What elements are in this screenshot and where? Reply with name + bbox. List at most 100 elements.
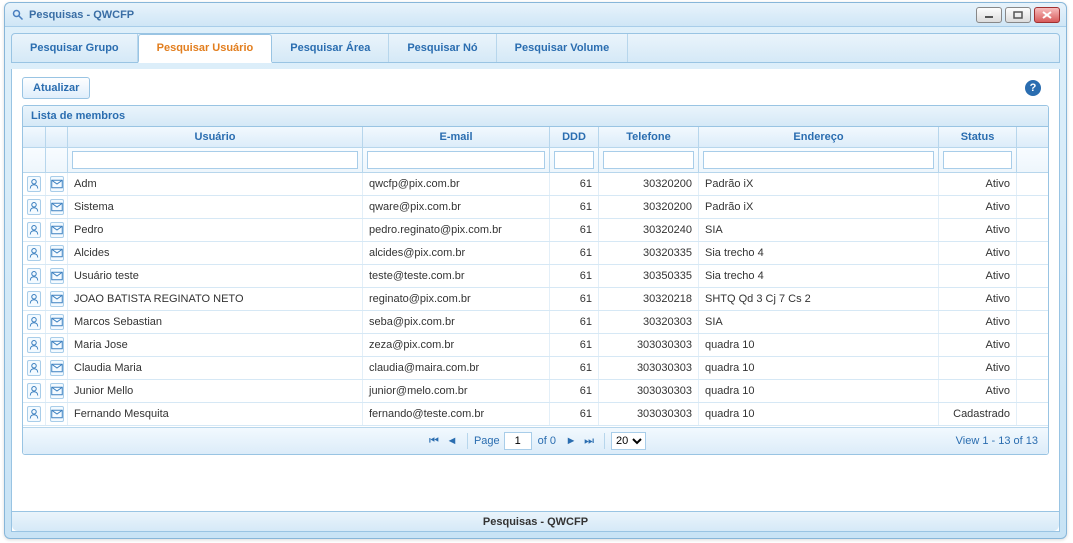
- pager-page-input[interactable]: [504, 432, 532, 450]
- table-row[interactable]: Sistemaqware@pix.com.br6130320200Padrão …: [23, 196, 1048, 219]
- mail-icon[interactable]: [50, 314, 64, 330]
- tab-volume[interactable]: Pesquisar Volume: [497, 34, 629, 62]
- cell-telefone: 30320218: [599, 288, 699, 310]
- cell-endereco: SIA: [699, 311, 939, 333]
- col-email[interactable]: E-mail: [363, 127, 550, 147]
- user-icon[interactable]: [27, 291, 41, 307]
- cell-email: claudia@maira.com.br: [363, 357, 550, 379]
- tab-usuario[interactable]: Pesquisar Usuário: [138, 34, 273, 63]
- user-icon[interactable]: [27, 176, 41, 192]
- cell-usuario: Maria Jose: [68, 334, 363, 356]
- maximize-button[interactable]: [1005, 7, 1031, 23]
- col-usuario[interactable]: Usuário: [68, 127, 363, 147]
- close-button[interactable]: [1034, 7, 1060, 23]
- cell-ddd: 61: [550, 173, 599, 195]
- table-row[interactable]: Fernando Mesquitafernando@teste.com.br61…: [23, 403, 1048, 426]
- statusbar-label: Pesquisas - QWCFP: [483, 516, 588, 528]
- app-window: Pesquisas - QWCFP Pesquisar Grupo Pesqui…: [4, 2, 1067, 539]
- cell-usuario: Fernando Mesquita: [68, 403, 363, 425]
- pager-next[interactable]: ►: [562, 432, 580, 450]
- cell-ddd: 61: [550, 380, 599, 402]
- tab-grupo[interactable]: Pesquisar Grupo: [12, 34, 138, 62]
- user-icon[interactable]: [27, 406, 41, 422]
- cell-telefone: 30320335: [599, 242, 699, 264]
- filter-blank1: [23, 148, 46, 172]
- pager-pagesize[interactable]: 20: [611, 432, 646, 450]
- window-title: Pesquisas - QWCFP: [29, 9, 976, 21]
- mail-icon[interactable]: [50, 383, 64, 399]
- cell-status: Ativo: [939, 173, 1017, 195]
- help-button[interactable]: ?: [1025, 80, 1041, 96]
- mail-icon[interactable]: [50, 268, 64, 284]
- mail-icon[interactable]: [50, 199, 64, 215]
- table-row[interactable]: Admqwcfp@pix.com.br6130320200Padrão iXAt…: [23, 173, 1048, 196]
- cell-ddd: 61: [550, 311, 599, 333]
- cell-email: qware@pix.com.br: [363, 196, 550, 218]
- col-action1: [23, 127, 46, 147]
- col-ddd[interactable]: DDD: [550, 127, 599, 147]
- table-row[interactable]: JOAO BATISTA REGINATO NETOreginato@pix.c…: [23, 288, 1048, 311]
- table-row[interactable]: Usuário testeteste@teste.com.br613035033…: [23, 265, 1048, 288]
- pager-page-label: Page: [474, 435, 500, 447]
- table-row[interactable]: Maria Josezeza@pix.com.br61303030303quad…: [23, 334, 1048, 357]
- grid: Lista de membros Usuário E-mail DDD Tele…: [22, 105, 1049, 455]
- filter-status[interactable]: [943, 151, 1012, 169]
- pager: ⏮ ◄ Page of 0 ► ⏭ 20 View 1 - 13 of 13: [23, 427, 1048, 454]
- mail-icon[interactable]: [50, 176, 64, 192]
- cell-usuario: Alcides: [68, 242, 363, 264]
- tab-panel: Atualizar ? Lista de membros Usuário E-m…: [11, 69, 1060, 532]
- filter-usuario[interactable]: [72, 151, 358, 169]
- cell-status: Ativo: [939, 196, 1017, 218]
- col-endereco[interactable]: Endereço: [699, 127, 939, 147]
- cell-ddd: 61: [550, 334, 599, 356]
- cell-email: junior@melo.com.br: [363, 380, 550, 402]
- mail-icon[interactable]: [50, 222, 64, 238]
- pager-first[interactable]: ⏮: [425, 432, 443, 450]
- tabstrip: Pesquisar Grupo Pesquisar Usuário Pesqui…: [11, 33, 1060, 63]
- tab-area[interactable]: Pesquisar Área: [272, 34, 389, 62]
- pager-of-label: of 0: [538, 435, 556, 447]
- user-icon[interactable]: [27, 337, 41, 353]
- cell-status: Ativo: [939, 219, 1017, 241]
- cell-status: Ativo: [939, 242, 1017, 264]
- mail-icon[interactable]: [50, 337, 64, 353]
- cell-usuario: Usuário teste: [68, 265, 363, 287]
- tab-no[interactable]: Pesquisar Nó: [389, 34, 496, 62]
- pager-view-label: View 1 - 13 of 13: [956, 435, 1038, 447]
- cell-email: teste@teste.com.br: [363, 265, 550, 287]
- grid-body[interactable]: Admqwcfp@pix.com.br6130320200Padrão iXAt…: [23, 173, 1048, 427]
- user-icon[interactable]: [27, 199, 41, 215]
- filter-endereco[interactable]: [703, 151, 934, 169]
- table-row[interactable]: Pedropedro.reginato@pix.com.br6130320240…: [23, 219, 1048, 242]
- user-icon[interactable]: [27, 268, 41, 284]
- mail-icon[interactable]: [50, 406, 64, 422]
- filter-telefone[interactable]: [603, 151, 694, 169]
- mail-icon[interactable]: [50, 245, 64, 261]
- cell-email: seba@pix.com.br: [363, 311, 550, 333]
- window-body: Pesquisar Grupo Pesquisar Usuário Pesqui…: [5, 27, 1066, 538]
- filter-ddd[interactable]: [554, 151, 594, 169]
- filter-email[interactable]: [367, 151, 545, 169]
- pager-last[interactable]: ⏭: [580, 432, 598, 450]
- refresh-button[interactable]: Atualizar: [22, 77, 90, 99]
- user-icon[interactable]: [27, 245, 41, 261]
- user-icon[interactable]: [27, 222, 41, 238]
- cell-status: Ativo: [939, 288, 1017, 310]
- table-row[interactable]: Junior Mellojunior@melo.com.br6130303030…: [23, 380, 1048, 403]
- col-telefone[interactable]: Telefone: [599, 127, 699, 147]
- col-status[interactable]: Status: [939, 127, 1017, 147]
- mail-icon[interactable]: [50, 360, 64, 376]
- cell-endereco: quadra 10: [699, 403, 939, 425]
- table-row[interactable]: Alcidesalcides@pix.com.br6130320335Sia t…: [23, 242, 1048, 265]
- user-icon[interactable]: [27, 383, 41, 399]
- grid-header: Usuário E-mail DDD Telefone Endereço Sta…: [23, 127, 1048, 148]
- user-icon[interactable]: [27, 314, 41, 330]
- cell-email: alcides@pix.com.br: [363, 242, 550, 264]
- pager-prev[interactable]: ◄: [443, 432, 461, 450]
- mail-icon[interactable]: [50, 291, 64, 307]
- table-row[interactable]: Marcos Sebastianseba@pix.com.br613032030…: [23, 311, 1048, 334]
- table-row[interactable]: Claudia Mariaclaudia@maira.com.br6130303…: [23, 357, 1048, 380]
- cell-telefone: 303030303: [599, 403, 699, 425]
- minimize-button[interactable]: [976, 7, 1002, 23]
- user-icon[interactable]: [27, 360, 41, 376]
